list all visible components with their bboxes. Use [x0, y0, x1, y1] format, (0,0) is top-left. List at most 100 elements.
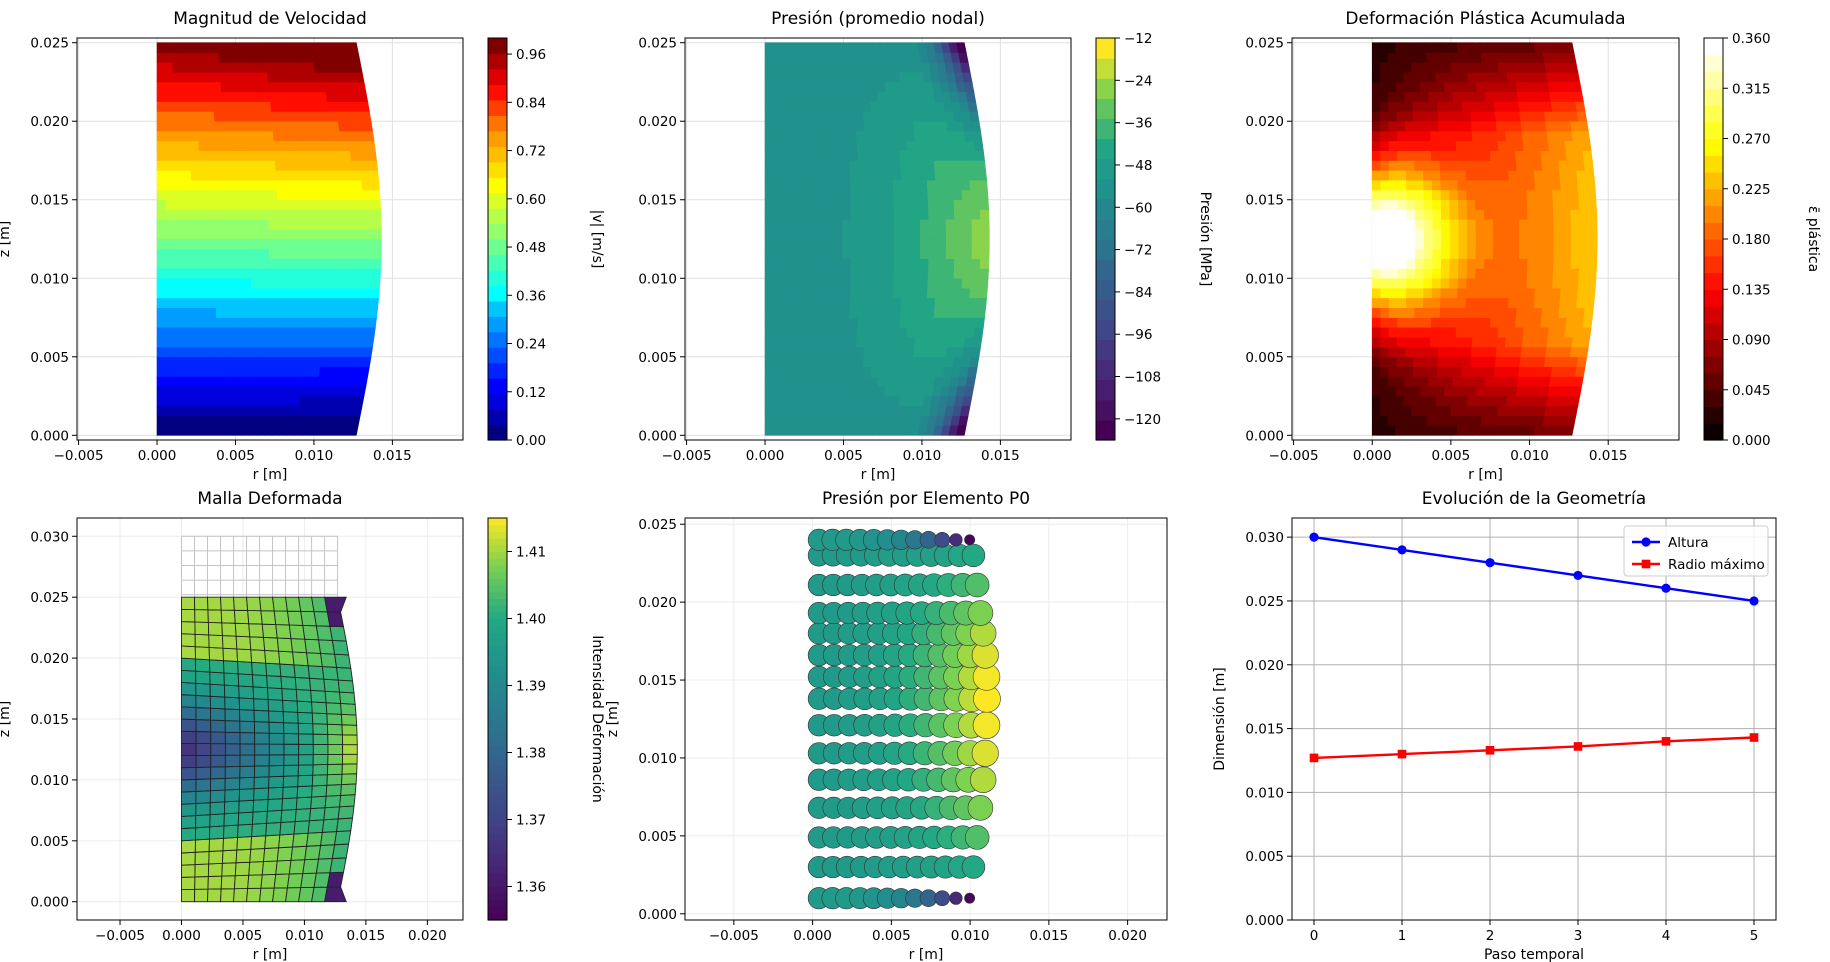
field-cell [266, 307, 277, 318]
field-cell [881, 327, 892, 338]
field-cell [764, 130, 774, 142]
field-cell [303, 248, 313, 259]
field-cell [1548, 150, 1559, 161]
field-cell [263, 425, 274, 436]
field-cell [919, 111, 931, 122]
field-cell [299, 317, 310, 328]
field-cell [315, 140, 326, 151]
field-cell [875, 169, 885, 181]
field-cell [866, 405, 876, 416]
field-cell [798, 160, 808, 171]
field-cell [781, 268, 792, 279]
field-cell [1380, 346, 1390, 358]
field-cell [297, 130, 308, 142]
field-cell [319, 199, 330, 210]
field-cell [361, 179, 372, 191]
field-cell [326, 169, 337, 181]
field-cell [1422, 317, 1432, 328]
field-cell [247, 336, 258, 348]
x-tick-label: 1 [1398, 928, 1407, 944]
field-cell [1552, 199, 1563, 210]
field-cell [189, 111, 199, 122]
field-cell [921, 346, 932, 358]
mesh-element [207, 609, 223, 624]
field-cell [1560, 189, 1571, 201]
element-pressure-point [961, 855, 986, 879]
field-cell [1371, 62, 1381, 73]
field-cell [824, 199, 835, 210]
field-cell [916, 307, 927, 318]
field-cell [841, 179, 851, 191]
field-cell [787, 42, 797, 53]
field-cell [259, 199, 270, 210]
colorbar-band [488, 578, 507, 586]
field-cell [1433, 425, 1443, 436]
field-cell [1371, 317, 1382, 328]
y-tick-label: 0.020 [1245, 658, 1284, 674]
mesh-element [253, 721, 270, 734]
field-cell [884, 287, 894, 299]
field-cell [963, 238, 973, 250]
field-cell [1397, 287, 1407, 299]
field-cell [906, 140, 917, 151]
field-cell [1430, 336, 1440, 348]
mesh-element [181, 742, 197, 756]
field-cell [1526, 277, 1537, 289]
field-cell [249, 317, 259, 328]
field-cell [773, 258, 783, 269]
field-cell [859, 248, 869, 259]
field-cell [1371, 169, 1382, 181]
field-cell [1475, 81, 1486, 93]
field-cell [1546, 130, 1557, 142]
mesh-element [195, 802, 211, 817]
field-cell [838, 111, 848, 122]
mesh-element [221, 849, 238, 864]
mesh-element [339, 794, 356, 808]
field-cell [1466, 71, 1477, 83]
field-cell [199, 179, 209, 191]
field-cell [1426, 52, 1436, 63]
field-cell [764, 81, 774, 93]
field-cell [279, 356, 290, 367]
field-cell [359, 307, 370, 318]
field-cell [278, 366, 289, 377]
field-cell [1395, 385, 1405, 397]
field-cell [156, 415, 166, 426]
field-cell [821, 111, 832, 122]
field-cell [1572, 140, 1584, 151]
field-cell [179, 42, 189, 53]
field-cell [334, 169, 345, 181]
field-cell [224, 169, 235, 181]
field-cell [1397, 297, 1407, 309]
field-cell [1414, 169, 1424, 181]
field-cell [286, 101, 297, 112]
field-cell [919, 248, 930, 259]
field-cell [780, 81, 790, 93]
field-cell [827, 62, 837, 73]
field-cell [942, 160, 953, 171]
field-cell [1557, 317, 1568, 328]
mesh-element [278, 650, 295, 666]
field-cell [1446, 130, 1457, 142]
field-cell [284, 81, 294, 93]
chart-title: Deformación Plástica Acumulada [1345, 9, 1625, 29]
field-cell [919, 258, 930, 269]
field-cell [876, 228, 887, 240]
colorbar-band [488, 819, 507, 827]
colorbar-frame [487, 37, 508, 441]
element-pressure-point [967, 795, 994, 821]
field-cell [1396, 356, 1406, 367]
field-cell [899, 160, 910, 171]
field-cell [362, 277, 372, 289]
field-cell [351, 297, 362, 309]
field-cell [807, 209, 818, 220]
field-cell [1430, 130, 1440, 142]
mesh-element [260, 610, 277, 626]
field-cell [207, 179, 218, 191]
field-cell [805, 101, 815, 112]
field-cell [1414, 287, 1425, 299]
field-cell [210, 42, 220, 53]
field-cell [302, 199, 313, 210]
field-cell [262, 356, 273, 367]
field-cell [219, 62, 229, 73]
